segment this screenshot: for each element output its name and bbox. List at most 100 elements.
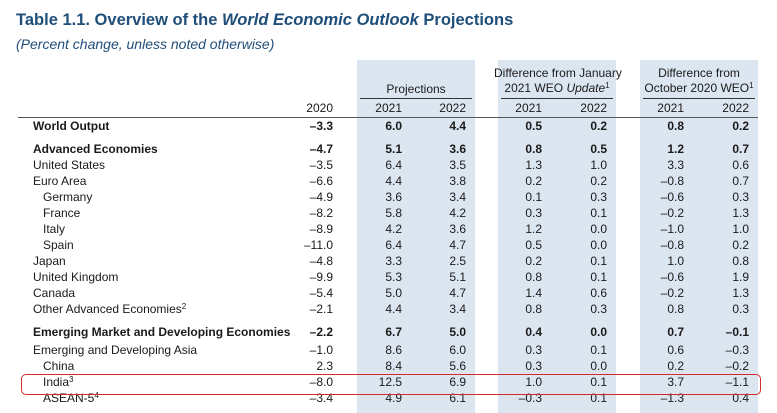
row-value: –3.3 — [309, 119, 333, 133]
row-value: –8.2 — [309, 206, 333, 220]
row-value: 5.6 — [449, 359, 466, 373]
row-value: –1.1 — [725, 375, 749, 389]
row-value: 0.5 — [525, 238, 542, 252]
year-header-proj-2022: 2022 — [439, 101, 466, 115]
row-value: –8.0 — [309, 375, 333, 389]
row-value: 0.0 — [590, 325, 607, 339]
row-value: 3.4 — [449, 302, 466, 316]
table-subtitle: (Percent change, unless noted otherwise) — [16, 36, 275, 52]
row-value: 4.4 — [385, 302, 402, 316]
row-value: 3.4 — [449, 190, 466, 204]
row-value: –0.2 — [660, 286, 684, 300]
row-value: 5.1 — [449, 270, 466, 284]
row-value: 12.5 — [378, 375, 402, 389]
row-value: 0.7 — [732, 142, 749, 156]
row-label: United Kingdom — [33, 270, 119, 284]
table-row: Canada –5.4 5.0 4.7 1.4 0.6 –0.2 1.3 — [0, 286, 777, 302]
row-value: 1.3 — [732, 286, 749, 300]
row-value: 4.7 — [449, 238, 466, 252]
oct-diff-header-line2: October 2020 WEO1 — [644, 81, 754, 95]
row-value: –11.0 — [303, 238, 333, 252]
row-value: 3.6 — [449, 222, 466, 236]
table-row: China 2.3 8.4 5.6 0.3 0.0 0.2 –0.2 — [0, 359, 777, 375]
year-header-oct-2022: 2022 — [722, 101, 749, 115]
row-value: –1.0 — [309, 343, 333, 357]
year-header-oct-2021: 2021 — [657, 101, 684, 115]
row-label: Euro Area — [33, 174, 87, 188]
table-row: Emerging and Developing Asia –1.0 8.6 6.0 0.… — [0, 343, 777, 359]
row-value: –6.6 — [309, 174, 333, 188]
row-value: 0.8 — [732, 254, 749, 268]
row-value: 0.2 — [590, 174, 607, 188]
table-row: World Output –3.3 6.0 4.4 0.5 0.2 0.8 0.2 — [0, 119, 777, 135]
row-label: China — [43, 359, 75, 373]
row-value: 3.7 — [667, 375, 684, 389]
row-value: 5.1 — [385, 142, 402, 156]
row-label: Other Advanced Economies2 — [33, 302, 187, 316]
projections-header-rule — [360, 98, 472, 99]
row-value: 6.7 — [385, 325, 402, 339]
row-value: 8.6 — [385, 343, 402, 357]
jan-diff-header-rule — [501, 98, 613, 99]
row-value: 4.2 — [385, 222, 402, 236]
row-value: 5.0 — [449, 325, 466, 339]
row-value: 0.3 — [732, 302, 749, 316]
jan-diff-header-line2: 2021 WEO Update1 — [504, 81, 610, 95]
row-value: –0.2 — [725, 359, 749, 373]
row-value: 1.2 — [667, 142, 684, 156]
row-value: 1.3 — [525, 158, 542, 172]
year-header-2020: 2020 — [306, 101, 333, 115]
row-value: 0.6 — [732, 158, 749, 172]
row-value: –0.6 — [660, 270, 684, 284]
row-value: –0.2 — [660, 206, 684, 220]
row-label: Advanced Economies — [33, 142, 158, 156]
row-value: –0.8 — [660, 174, 684, 188]
table-row: Other Advanced Economies2 –2.1 4.4 3.4 0.8 0.… — [0, 302, 777, 318]
table-row: Italy –8.9 4.2 3.6 1.2 0.0 –1.0 1.0 — [0, 222, 777, 238]
row-value: 0.0 — [590, 359, 607, 373]
row-label: Japan — [33, 254, 66, 268]
row-value: –8.9 — [309, 222, 333, 236]
row-value: 0.2 — [732, 119, 749, 133]
row-value: –5.4 — [309, 286, 333, 300]
row-label: France — [43, 206, 81, 220]
row-value: 3.5 — [449, 158, 466, 172]
jan-diff-header-line1: Difference from January — [494, 66, 622, 80]
row-label: Germany — [43, 190, 93, 204]
table-row: France –8.2 5.8 4.2 0.3 0.1 –0.2 1.3 — [0, 206, 777, 222]
row-value: 0.3 — [590, 190, 607, 204]
row-label: Spain — [43, 238, 74, 252]
row-value: 0.3 — [525, 359, 542, 373]
row-value: –3.5 — [309, 158, 333, 172]
row-value: –0.8 — [660, 238, 684, 252]
row-value: 0.8 — [667, 302, 684, 316]
row-value: 3.6 — [449, 142, 466, 156]
row-value: –0.3 — [725, 343, 749, 357]
row-value: 0.6 — [590, 286, 607, 300]
india-row-highlight — [21, 374, 761, 395]
row-value: 0.8 — [667, 119, 684, 133]
row-value: 2.5 — [449, 254, 466, 268]
row-value: 6.0 — [449, 343, 466, 357]
row-value: –4.9 — [309, 190, 333, 204]
row-value: 3.6 — [385, 190, 402, 204]
row-value: 0.7 — [732, 174, 749, 188]
table-title: Table 1.1. Overview of the World Economi… — [16, 11, 514, 29]
row-value: –1.0 — [660, 222, 684, 236]
row-value: 6.4 — [385, 158, 402, 172]
projections-column-band — [357, 60, 475, 413]
row-value: 1.0 — [590, 158, 607, 172]
row-value: 0.3 — [525, 206, 542, 220]
row-value: 1.0 — [525, 375, 542, 389]
table-row: United Kingdom –9.9 5.3 5.1 0.8 0.1 –0.6 1.9 — [0, 270, 777, 286]
row-value: 6.9 — [449, 375, 466, 389]
jan-diff-column-band — [498, 60, 616, 413]
row-value: 1.9 — [732, 270, 749, 284]
row-value: 0.2 — [525, 254, 542, 268]
row-label: Emerging and Developing Asia — [33, 343, 198, 357]
row-value: 0.8 — [525, 142, 542, 156]
row-value: 3.8 — [449, 174, 466, 188]
row-value: 0.0 — [590, 238, 607, 252]
row-value: 1.0 — [732, 222, 749, 236]
table-row: Euro Area –6.6 4.4 3.8 0.2 0.2 –0.8 0.7 — [0, 174, 777, 190]
